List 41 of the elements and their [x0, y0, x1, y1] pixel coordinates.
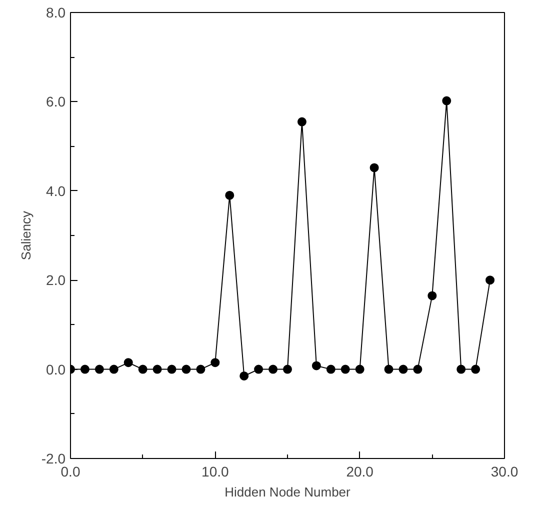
point	[355, 364, 364, 374]
point	[240, 372, 249, 380]
y-tick-label: -2.0	[41, 450, 66, 466]
point	[210, 358, 220, 368]
y-tick-label: 0.0	[46, 361, 66, 378]
y-tick-label: 4.0	[46, 182, 66, 199]
point	[80, 364, 90, 374]
point	[312, 361, 321, 370]
point	[370, 163, 379, 172]
y-tick-label: 6.0	[46, 94, 66, 110]
point	[384, 364, 394, 374]
point	[196, 364, 206, 374]
x-axis-title: Hidden Node Number	[224, 484, 352, 500]
point	[152, 364, 162, 374]
x-tick-label: 20.0	[346, 464, 374, 480]
point	[442, 96, 452, 106]
point	[471, 364, 480, 374]
y-tick-label: 2.0	[46, 272, 66, 288]
point	[428, 291, 437, 300]
point	[486, 276, 495, 285]
point	[182, 364, 191, 374]
y-tick-label: 8.0	[46, 4, 66, 20]
x-tick-label: 10.0	[202, 464, 230, 480]
point	[254, 364, 264, 374]
x-tick-label: 0.0	[60, 464, 80, 480]
point	[94, 364, 104, 374]
point	[268, 364, 278, 374]
point	[124, 358, 133, 368]
point	[297, 117, 306, 126]
point	[413, 364, 422, 374]
x-tick-label: 30.0	[490, 464, 518, 480]
point	[167, 364, 176, 374]
point	[138, 364, 148, 374]
point	[109, 364, 118, 374]
y-axis-title: Saliency	[18, 210, 34, 260]
point	[225, 190, 234, 200]
point	[456, 364, 466, 374]
point	[398, 364, 408, 374]
point	[340, 364, 350, 374]
point	[283, 364, 292, 374]
point	[326, 364, 336, 374]
